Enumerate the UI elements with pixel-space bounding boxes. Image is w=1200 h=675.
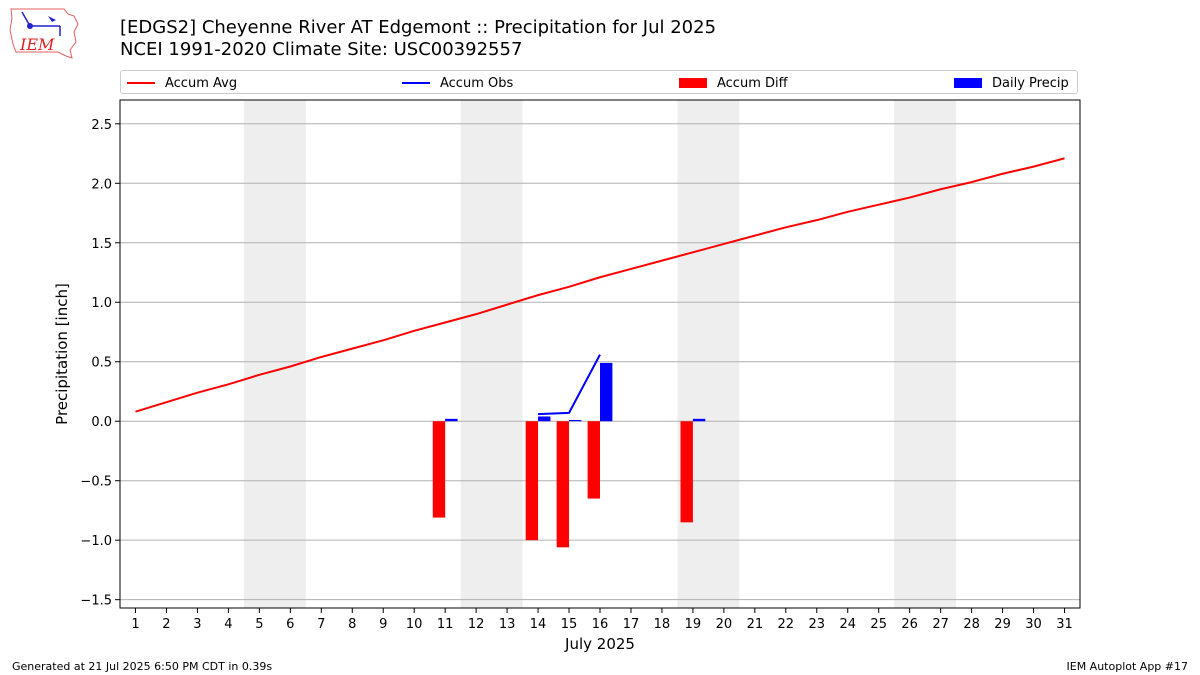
x-tick-label: 2 (162, 617, 170, 632)
axes: −1.5−1.0−0.50.00.51.01.52.02.51 2 3 4 5 6 7 8 9 1… (80, 118, 1072, 632)
y-tick-label: −1.5 (80, 594, 112, 609)
y-tick-label: 2.0 (91, 177, 112, 192)
daily-precip-bar (569, 420, 582, 422)
legend: Accum Avg Accum Obs Accum Diff Daily Pre… (120, 70, 1078, 94)
y-tick-label: −1.0 (80, 534, 112, 549)
legend-swatch-accum-diff (679, 78, 707, 88)
daily-precip-bar (538, 416, 551, 422)
x-tick-label: 16 (592, 617, 609, 632)
weekend-shading (243, 100, 957, 608)
y-tick-label: 1.0 (91, 296, 112, 311)
footer-app: IEM Autoplot App #17 (1066, 660, 1189, 673)
y-tick-label: 0.0 (91, 415, 112, 430)
x-tick-label: 23 (809, 617, 826, 632)
x-tick-label: 28 (963, 617, 980, 632)
accum-diff-bar (432, 421, 446, 518)
x-tick-label: 7 (317, 617, 325, 632)
legend-item-accum-obs: Accum Obs (402, 74, 513, 92)
x-tick-label: 3 (193, 617, 201, 632)
footer-generated: Generated at 21 Jul 2025 6:50 PM CDT in … (12, 660, 273, 673)
legend-label-daily-precip: Daily Precip (992, 75, 1069, 91)
x-tick-label: 26 (901, 617, 918, 632)
iem-logo: IEM (9, 8, 79, 59)
x-axis-label: July 2025 (564, 635, 635, 653)
x-tick-label: 6 (286, 617, 294, 632)
daily-precip-bar (692, 418, 706, 422)
legend-item-accum-avg: Accum Avg (127, 74, 237, 92)
weekend-shade-1 (243, 100, 306, 608)
y-tick-label: 2.5 (91, 118, 112, 133)
daily-precip-bar (600, 362, 613, 422)
series-lines (135, 157, 1065, 416)
x-tick-label: 18 (654, 617, 671, 632)
accum-obs-line (538, 354, 601, 416)
x-tick-label: 30 (1025, 617, 1042, 632)
x-tick-label: 13 (499, 617, 516, 632)
x-tick-label: 21 (747, 617, 764, 632)
x-tick-label: 22 (778, 617, 795, 632)
grid-lines (120, 123, 1080, 601)
chart-subtitle: NCEI 1991-2020 Climate Site: USC00392557 (120, 39, 523, 60)
accum-diff-bar (587, 421, 600, 499)
legend-label-accum-avg: Accum Avg (165, 75, 238, 91)
daily-precip-bar (445, 418, 458, 422)
plot-frame (119, 99, 1081, 609)
legend-item-accum-diff: Accum Diff (679, 74, 788, 92)
weekend-shade-2 (460, 100, 523, 608)
accum-diff-bar (556, 421, 570, 548)
chart-title: [EDGS2] Cheyenne River AT Edgemont :: Pr… (120, 17, 717, 38)
y-tick-label: 1.5 (91, 237, 112, 252)
x-tick-label: 8 (348, 617, 356, 632)
x-tick-label: 27 (932, 617, 949, 632)
legend-label-accum-obs: Accum Obs (440, 75, 514, 91)
x-tick-label: 11 (437, 617, 454, 632)
y-tick-label: 0.5 (91, 356, 112, 371)
x-tick-label: 10 (406, 617, 423, 632)
legend-label-accum-diff: Accum Diff (717, 75, 788, 91)
legend-swatch-daily-precip (954, 78, 982, 88)
x-tick-label: 1 (131, 617, 139, 632)
x-tick-label: 24 (839, 617, 856, 632)
x-tick-label: 5 (255, 617, 263, 632)
bars (432, 362, 706, 548)
accum-diff-bar (680, 421, 693, 523)
legend-item-daily-precip: Daily Precip (954, 74, 1069, 92)
weekend-shade-3 (677, 100, 740, 608)
x-tick-label: 12 (468, 617, 485, 632)
accum-diff-bar (525, 421, 539, 541)
x-tick-label: 20 (716, 617, 733, 632)
legend-swatch-accum-avg (127, 82, 155, 84)
x-tick-label: 17 (623, 617, 640, 632)
x-tick-label: 9 (379, 617, 387, 632)
x-tick-label: 31 (1056, 617, 1073, 632)
y-axis-label: Precipitation [inch] (53, 283, 71, 425)
logo-text: IEM (19, 35, 55, 54)
x-tick-label: 14 (530, 617, 547, 632)
accum-avg-line (135, 157, 1065, 413)
x-tick-label: 4 (224, 617, 232, 632)
x-tick-label: 25 (870, 617, 887, 632)
weekend-shade-4 (894, 100, 957, 608)
x-tick-label: 19 (685, 617, 702, 632)
y-tick-label: −0.5 (80, 475, 112, 490)
x-tick-label: 29 (994, 617, 1011, 632)
legend-swatch-accum-obs (402, 82, 430, 84)
x-tick-label: 15 (561, 617, 578, 632)
